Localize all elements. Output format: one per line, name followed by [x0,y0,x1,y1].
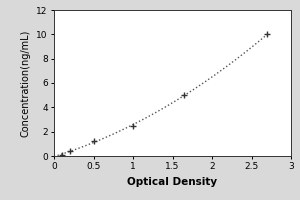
X-axis label: Optical Density: Optical Density [128,177,218,187]
Y-axis label: Concentration(ng/mL): Concentration(ng/mL) [21,29,31,137]
